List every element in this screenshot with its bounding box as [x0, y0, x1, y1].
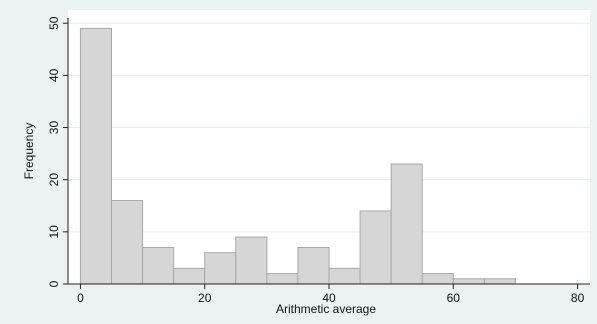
- histogram-bar: [266, 273, 299, 285]
- y-tick-label: 0: [47, 280, 61, 287]
- histogram-bar: [421, 273, 454, 285]
- y-tick-label: 20: [47, 173, 61, 187]
- histogram-bar: [79, 27, 113, 285]
- histogram-bar: [328, 267, 361, 285]
- y-tick-label: 10: [47, 225, 61, 239]
- histogram-bar: [452, 278, 485, 285]
- histogram-bar: [142, 246, 175, 285]
- y-axis-title: Frequency: [22, 123, 36, 180]
- x-tick-label: 80: [571, 291, 585, 305]
- histogram-bars: [79, 27, 516, 285]
- histogram-bar: [390, 163, 423, 285]
- plot-area: [68, 10, 590, 284]
- x-axis-title: Arithmetic average: [276, 302, 376, 316]
- y-tick-label: 40: [47, 68, 61, 82]
- histogram-bar: [359, 210, 392, 285]
- x-tick-label: 20: [198, 291, 212, 305]
- grid-lines: [68, 22, 590, 233]
- x-axis-ticks: 0 20 40 60 80: [77, 284, 585, 305]
- y-tick-label: 30: [47, 121, 61, 135]
- x-tick-label: 40: [322, 291, 336, 305]
- histogram-bar: [483, 278, 516, 285]
- histogram-bar: [204, 252, 237, 285]
- y-tick-label: 50: [47, 16, 61, 30]
- histogram-bar: [173, 267, 206, 285]
- y-axis-ticks: 0 10 20 30 40 50: [47, 16, 68, 287]
- histogram-bar: [111, 200, 144, 285]
- x-tick-label: 0: [77, 291, 84, 305]
- histogram-bar: [297, 246, 330, 285]
- x-tick-label: 60: [447, 291, 461, 305]
- histogram-bar: [235, 236, 268, 285]
